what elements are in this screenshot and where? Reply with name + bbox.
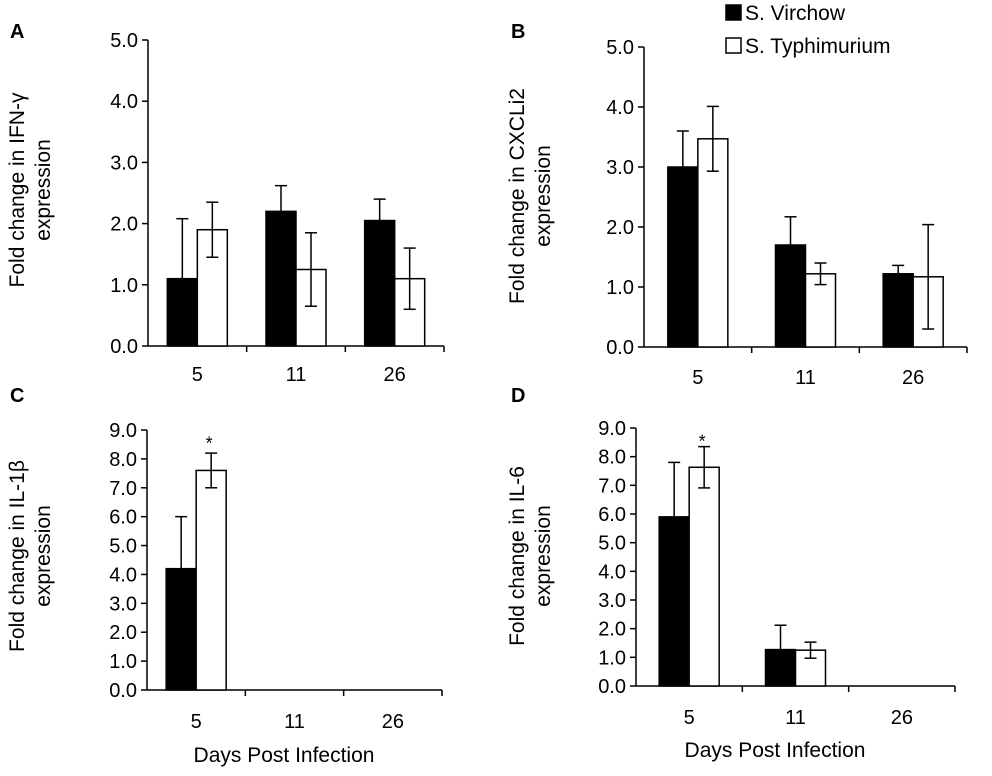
- y-tick-label-b: 4.0: [606, 97, 634, 119]
- bar-b-virchow-26: [882, 273, 914, 348]
- x-axis-label-c: Days Post Infection: [194, 744, 375, 767]
- y-tick-label-b: 0.0: [606, 337, 634, 359]
- y-tick-label-a: 4.0: [110, 91, 138, 113]
- bar-c-typhimurium-5: [195, 469, 227, 691]
- panel-c: C Fold change in IL-1β expression Days P…: [6, 385, 443, 767]
- legend-swatch-virchow: [725, 4, 742, 21]
- bar-b-typhimurium-5: [697, 138, 729, 348]
- y-axis-label-a-line2: expression: [32, 139, 55, 241]
- y-tick-label-b: 1.0: [606, 277, 634, 299]
- panel-b: B Fold change in CXCLi2 expression 0.0 1.…: [506, 21, 968, 389]
- y-tick-label-a: 3.0: [110, 152, 138, 174]
- panel-label-b: B: [511, 21, 525, 43]
- x-tick-label-a-11: 11: [286, 364, 307, 386]
- y-axis-label-b-line1: Fold change in CXCLi2: [506, 88, 529, 304]
- plot-area-b: 0.0 1.0 2.0 3.0 4.0 5.0 5 11 26: [606, 37, 968, 389]
- y-tick-label-d: 6.0: [598, 504, 626, 526]
- panel-label-c: C: [10, 385, 24, 407]
- y-tick-label-c: 4.0: [109, 564, 137, 586]
- x-tick-label-d-26: 26: [891, 707, 913, 729]
- legend-label-typhimurium: S. Typhimurium: [745, 35, 891, 58]
- y-tick-label-d: 8.0: [598, 447, 626, 469]
- x-tick-label-d-11: 11: [785, 707, 806, 729]
- panel-label-a: A: [10, 21, 24, 43]
- y-tick-label-c: 5.0: [109, 536, 137, 558]
- plot-area-c: 0.0 1.0 2.0 3.0 4.0 5.0 6.0 7.0 8.0 9.0 5 11 26 *: [109, 420, 443, 733]
- x-tick-label-a-26: 26: [384, 364, 406, 386]
- y-tick-label-c: 3.0: [109, 593, 137, 615]
- x-axis-label-d: Days Post Infection: [685, 739, 866, 762]
- legend-label-virchow: S. Virchow: [745, 2, 846, 25]
- y-axis-label-c-line1: Fold change in IL-1β: [6, 460, 29, 652]
- y-tick-label-c: 2.0: [109, 622, 137, 644]
- y-tick-label-a: 0.0: [110, 336, 138, 358]
- panel-a: A Fold change in IFN-γ expression 0.0 1.0…: [6, 21, 445, 386]
- x-tick-label-b-26: 26: [902, 367, 924, 389]
- y-axis-label-d-line2: expression: [532, 505, 555, 607]
- x-tick-label-c-11: 11: [284, 711, 305, 733]
- y-tick-label-d: 5.0: [598, 533, 626, 555]
- y-tick-label-c: 9.0: [109, 420, 137, 442]
- y-tick-label-d: 4.0: [598, 561, 626, 583]
- x-tick-label-c-5: 5: [191, 711, 202, 733]
- legend-swatch-typhimurium: [725, 37, 742, 54]
- y-tick-label-d: 9.0: [598, 418, 626, 440]
- y-tick-label-b: 5.0: [606, 37, 634, 59]
- significance-marker-c: *: [206, 434, 213, 454]
- y-tick-label-a: 5.0: [110, 30, 138, 52]
- x-tick-label-d-5: 5: [684, 707, 695, 729]
- y-tick-label-c: 7.0: [109, 478, 137, 500]
- y-tick-label-d: 0.0: [598, 676, 626, 698]
- panel-label-d: D: [511, 385, 525, 407]
- y-tick-label-c: 6.0: [109, 507, 137, 529]
- bar-a-virchow-11: [265, 210, 297, 347]
- y-tick-label-a: 1.0: [110, 275, 138, 297]
- y-axis-label-b-line2: expression: [532, 145, 555, 247]
- plot-area-a: 0.0 1.0 2.0 3.0 4.0 5.0 5 11 26: [110, 30, 445, 386]
- y-tick-label-b: 2.0: [606, 217, 634, 239]
- y-tick-label-a: 2.0: [110, 214, 138, 236]
- y-tick-label-b: 3.0: [606, 157, 634, 179]
- y-axis-label-d-line1: Fold change in IL-6: [506, 466, 529, 646]
- bar-b-typhimurium-11: [804, 273, 837, 348]
- y-tick-label-c: 0.0: [109, 680, 137, 702]
- x-tick-label-c-26: 26: [382, 711, 404, 733]
- y-tick-label-d: 2.0: [598, 619, 626, 641]
- y-axis-label-a-line1: Fold change in IFN-γ: [6, 92, 29, 287]
- y-axis-label-c-line2: expression: [32, 505, 55, 607]
- x-tick-label-b-11: 11: [795, 367, 816, 389]
- legend: S. Virchow S. Typhimurium: [725, 2, 891, 58]
- x-tick-label-b-5: 5: [692, 367, 703, 389]
- bar-d-typhimurium-5: [688, 466, 720, 687]
- bar-a-virchow-26: [363, 219, 396, 347]
- y-tick-label-c: 8.0: [109, 449, 137, 471]
- y-tick-label-d: 7.0: [598, 475, 626, 497]
- significance-marker-d: *: [699, 431, 706, 451]
- y-tick-label-d: 3.0: [598, 590, 626, 612]
- panel-d: D Fold change in IL-6 expression Days Po…: [506, 385, 956, 762]
- y-tick-label-c: 1.0: [109, 651, 137, 673]
- plot-area-d: 0.0 1.0 2.0 3.0 4.0 5.0 6.0 7.0 8.0 9.0 5 11 26 *: [598, 418, 956, 729]
- x-tick-label-a-5: 5: [192, 364, 203, 386]
- y-tick-label-d: 1.0: [598, 647, 626, 669]
